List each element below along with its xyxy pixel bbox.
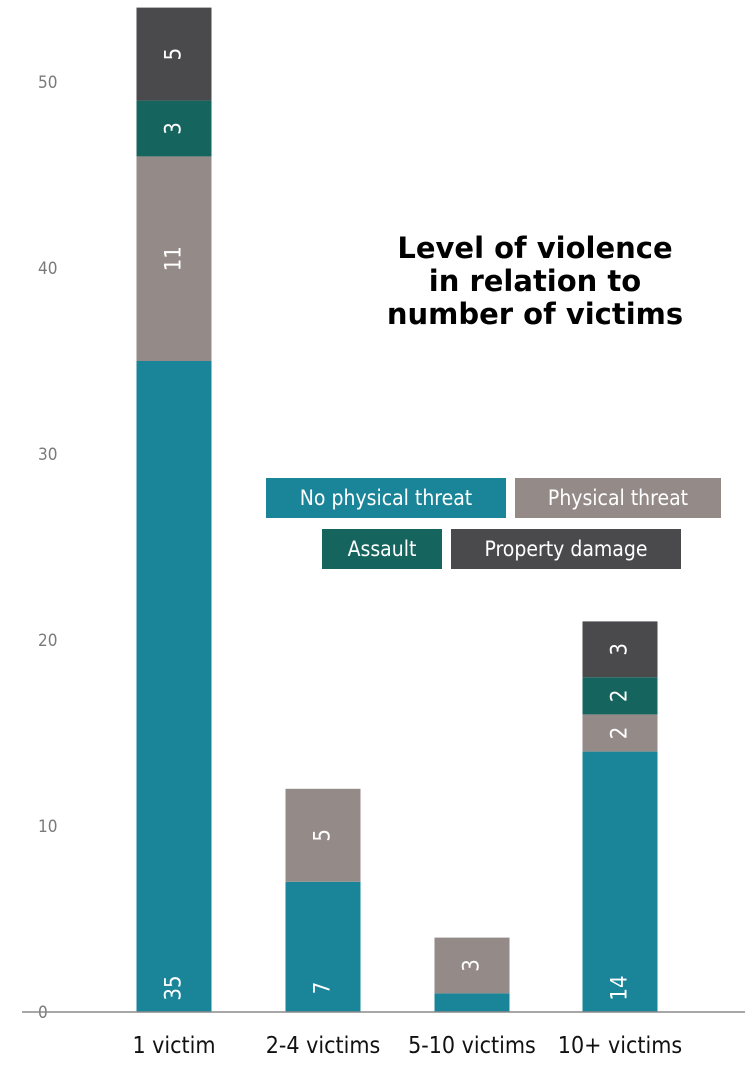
legend-item-assault: Assault [322, 529, 442, 569]
y-tick-label-30: 30 [38, 445, 57, 465]
segment-value-label: 14 [608, 975, 633, 1000]
chart-title-line-2: in relation to [428, 264, 642, 298]
legend-item-physical-threat: Physical threat [515, 478, 721, 518]
bar-segment-4-no-physical-threat [582, 751, 658, 1012]
bar-segment-3-physical-threat [434, 937, 510, 994]
bar-segment-1-physical-threat [136, 156, 212, 361]
segment-value-label: 5 [311, 829, 336, 842]
category-label-1: 1 victim [132, 1033, 215, 1059]
legend-item-no-physical-threat: No physical threat [266, 478, 506, 518]
bar-segment-2-no-physical-threat [285, 881, 361, 1012]
segment-value-label: 3 [608, 643, 633, 656]
y-tick-label-40: 40 [38, 259, 57, 279]
category-label-4: 10+ victims [558, 1033, 682, 1059]
chart-title-line-3: number of victims [386, 297, 684, 331]
segment-value-label: 3 [460, 959, 485, 972]
segment-value-label: 7 [311, 982, 336, 995]
bar-segment-4-physical-threat [582, 714, 658, 752]
bar-segment-2-physical-threat [285, 788, 361, 882]
bar-segment-1-property-damage [136, 7, 212, 101]
category-label-3: 5-10 victims [408, 1033, 536, 1059]
segment-value-label: 11 [162, 246, 187, 271]
legend-item-property-damage: Property damage [451, 529, 681, 569]
bar-segment-4-assault [582, 677, 658, 715]
segment-value-label: 2 [608, 727, 633, 740]
bar-segment-1-no-physical-threat [136, 361, 212, 1012]
segment-value-label: 35 [162, 975, 187, 1000]
segment-value-label: 3 [162, 122, 187, 135]
segment-value-label: 2 [608, 690, 633, 703]
bar-segment-3-no-physical-threat [434, 993, 510, 1012]
segment-value-label: 5 [162, 48, 187, 61]
bar-segment-4-property-damage [582, 621, 658, 678]
bar-segment-1-assault [136, 100, 212, 157]
y-tick-label-50: 50 [38, 73, 57, 93]
y-tick-label-20: 20 [38, 631, 57, 651]
y-tick-label-0: 0 [38, 1003, 48, 1023]
category-label-2: 2-4 victims [266, 1033, 381, 1059]
chart-title: Level of violence in relation to number … [355, 232, 715, 331]
y-tick-label-10: 10 [38, 817, 57, 837]
chart-title-line-1: Level of violence [397, 231, 673, 265]
